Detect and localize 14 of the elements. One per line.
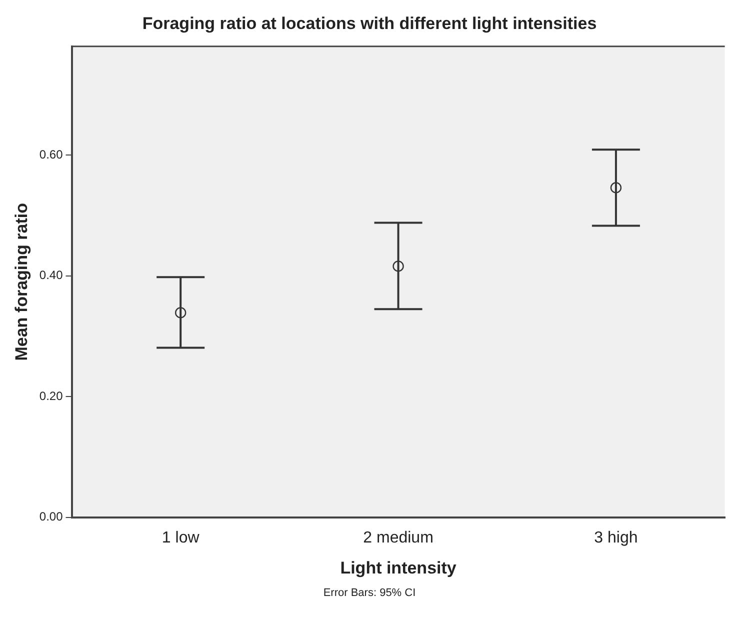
point	[610, 182, 622, 194]
y-tick-label: 0.20	[39, 388, 64, 403]
chart-title: Foraging ratio at locations with different light intensities	[142, 14, 597, 33]
point	[174, 307, 186, 318]
x-tick-label: 1 low	[162, 529, 200, 546]
y-tick-label: 0.60	[39, 147, 64, 162]
x-axis-title: Light intensity	[340, 558, 457, 578]
point	[392, 260, 404, 272]
x-tick-label: 3 high	[594, 529, 638, 546]
text: Error Bars: 95% CI	[322, 587, 417, 599]
x-tick-label: 2 medium	[363, 529, 434, 546]
y-tick-label: 0.40	[39, 268, 64, 282]
y-axis-title: Mean foraging ratio	[12, 203, 31, 361]
y-tick-label: 0.00	[39, 510, 64, 524]
